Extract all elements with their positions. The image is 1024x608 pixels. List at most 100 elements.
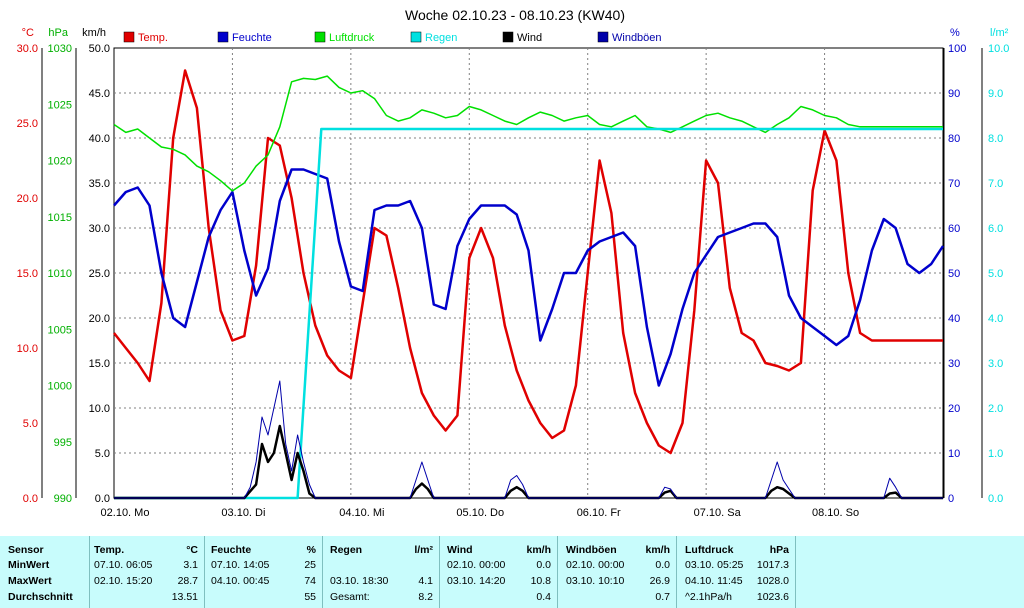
y-tick-label-temp: 30.0: [17, 43, 38, 55]
x-tick-label: 02.10. Mo: [101, 507, 150, 519]
stats-regen-total-label: Gesamt:: [330, 591, 370, 603]
stats-temp-max-val: 28.7: [177, 575, 198, 587]
axis-unit-press: hPa: [48, 27, 68, 39]
y-tick-label-temp: 25.0: [17, 118, 38, 130]
y-tick-label-wind: 45.0: [89, 88, 110, 100]
y-tick-label-hum: 10: [948, 448, 960, 460]
axis-unit-temp: °C: [22, 27, 34, 39]
stats-regen-total-val: 8.2: [418, 591, 433, 603]
y-tick-label-wind: 40.0: [89, 133, 110, 145]
stats-row-min-label: MinWert: [8, 559, 50, 571]
stats-feuchte-unit: %: [306, 544, 316, 556]
stats-luftdruck-trend: ^2.1hPa/h: [685, 591, 732, 603]
stats-temp-avg: 13.51: [171, 591, 198, 603]
stats-regen-max-time: 03.10. 18:30: [330, 575, 389, 587]
stats-feuchte-max-val: 74: [304, 575, 316, 587]
stats-feuchte-min-time: 07.10. 14:05: [211, 559, 270, 571]
stats-feuchte-max-time: 04.10. 00:45: [211, 575, 270, 587]
legend-swatch: [502, 31, 514, 43]
stats-wind-max-val: 10.8: [530, 575, 551, 587]
axis-unit-rain: l/m²: [990, 27, 1009, 39]
y-tick-label-rain: 4.0: [988, 313, 1003, 325]
stats-temp-header: Temp.: [94, 544, 125, 556]
stats-feuchte-header: Feuchte: [211, 544, 252, 556]
y-tick-label-wind: 20.0: [89, 313, 110, 325]
legend-label: Regen: [425, 32, 457, 44]
axis-unit-hum: %: [950, 27, 960, 39]
legend-label: Wind: [517, 32, 542, 44]
y-tick-label-wind: 25.0: [89, 268, 110, 280]
y-tick-label-wind: 15.0: [89, 358, 110, 370]
stats-col-wind: Wind km/h 02.10. 00:00 0.0 03.10. 14:20 …: [440, 536, 558, 608]
stats-col-feuchte: Feuchte % 07.10. 14:05 25 04.10. 00:45 7…: [205, 536, 323, 608]
y-tick-label-wind: 10.0: [89, 403, 110, 415]
stats-boeen-min-time: 02.10. 00:00: [566, 559, 625, 571]
x-tick-label: 03.10. Di: [221, 507, 265, 519]
stats-luftdruck-header: Luftdruck: [685, 544, 734, 556]
stats-luftdruck-max-time: 04.10. 11:45: [685, 575, 743, 587]
axis-unit-wind: km/h: [82, 27, 106, 39]
y-tick-label-temp: 5.0: [23, 418, 38, 430]
legend-swatch: [217, 31, 229, 43]
stats-regen-max-val: 4.1: [418, 575, 433, 587]
stats-wind-avg: 0.4: [536, 591, 551, 603]
stats-header-sensor: Sensor: [8, 544, 44, 556]
y-tick-label-hum: 100: [948, 43, 966, 55]
y-tick-label-press: 1010: [48, 268, 72, 280]
stats-row-max-label: MaxWert: [8, 575, 52, 587]
y-tick-label-hum: 90: [948, 88, 960, 100]
chart-legend: Temp. Feuchte Luftdruck Regen Wind Windböen: [123, 31, 662, 44]
stats-luftdruck-min-val: 1017.3: [756, 559, 789, 571]
y-tick-label-rain: 5.0: [988, 268, 1003, 280]
y-tick-label-temp: 10.0: [17, 343, 38, 355]
stats-luftdruck-min-time: 03.10. 05:25: [685, 559, 744, 571]
x-tick-label: 07.10. Sa: [694, 507, 742, 519]
stats-wind-max-time: 03.10. 14:20: [447, 575, 506, 587]
stats-wind-unit: km/h: [526, 544, 551, 556]
plot-area: [113, 69, 945, 500]
y-tick-label-rain: 0.0: [988, 493, 1003, 505]
chart-title: Woche 02.10.23 - 08.10.23 (KW40): [405, 7, 625, 23]
y-tick-label-temp: 20.0: [17, 193, 38, 205]
series-regen: [114, 127, 943, 500]
stats-row-avg-label: Durchschnitt: [8, 591, 73, 603]
y-tick-label-temp: 15.0: [17, 268, 38, 280]
y-tick-label-rain: 2.0: [988, 403, 1003, 415]
y-tick-label-hum: 70: [948, 178, 960, 190]
y-tick-label-press: 1020: [48, 156, 72, 168]
series-windben: [114, 380, 943, 499]
legend-swatch: [597, 31, 609, 43]
y-tick-label-rain: 3.0: [988, 358, 1003, 370]
stats-regen-header: Regen: [330, 544, 363, 556]
weather-chart: Woche 02.10.23 - 08.10.23 (KW40) Temp. Fe…: [17, 7, 1010, 519]
legend-label: Luftdruck: [329, 32, 375, 44]
stats-boeen-max-val: 26.9: [649, 575, 670, 587]
y-tick-label-hum: 60: [948, 223, 960, 235]
axis-units: °C hPa km/h% l/m²: [22, 27, 1009, 39]
y-tick-label-rain: 8.0: [988, 133, 1003, 145]
stats-boeen-min-val: 0.0: [655, 559, 670, 571]
y-tick-label-press: 1025: [48, 99, 72, 111]
y-tick-label-wind: 0.0: [95, 493, 110, 505]
stats-col-regen: Regen l/m² 03.10. 18:30 4.1 Gesamt: 8.2: [323, 536, 440, 608]
stats-wind-min-time: 02.10. 00:00: [447, 559, 506, 571]
y-tick-label-wind: 50.0: [89, 43, 110, 55]
stats-col-boeen: Windböen km/h 02.10. 00:00 0.0 03.10. 10…: [558, 536, 677, 608]
legend-swatch: [123, 31, 135, 43]
stats-regen-unit: l/m²: [414, 544, 433, 556]
y-tick-label-wind: 5.0: [95, 448, 110, 460]
y-tick-label-press: 1030: [48, 43, 72, 55]
chart-grid: [41, 47, 983, 499]
axis-ticks: 02.10. Mo 03.10. Di 04.10. Mi 05.10. Do 06.1…: [17, 43, 1010, 519]
stats-luftdruck-max-val: 1028.0: [756, 575, 789, 587]
y-tick-label-press: 1000: [48, 381, 72, 393]
stats-temp-unit: °C: [186, 544, 198, 556]
legend-swatch: [410, 31, 422, 43]
stats-luftdruck-avg: 1023.6: [756, 591, 789, 603]
stats-col-luftdruck: Luftdruck hPa 03.10. 05:25 1017.3 04.10.…: [677, 536, 796, 608]
stats-temp-max-time: 02.10. 15:20: [94, 575, 153, 587]
y-tick-label-hum: 0: [948, 493, 954, 505]
x-tick-label: 05.10. Do: [456, 507, 504, 519]
x-tick-label: 06.10. Fr: [577, 507, 621, 519]
stats-temp-min-val: 3.1: [183, 559, 198, 571]
